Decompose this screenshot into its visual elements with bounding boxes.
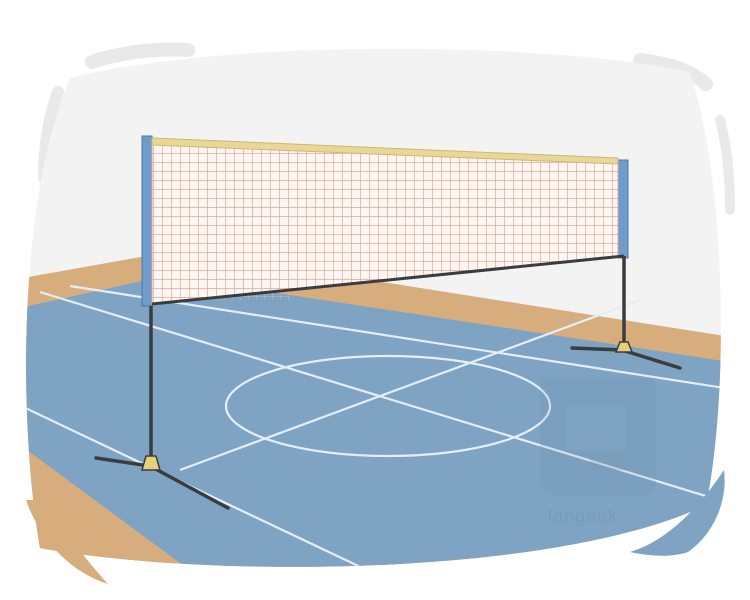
right-net-post <box>617 159 629 259</box>
net-top-tape <box>151 137 619 165</box>
letter-g-logo-watermark <box>540 378 656 496</box>
watermark-brand-text: langeek <box>548 506 618 526</box>
center-circle <box>224 354 552 458</box>
corner-brush-left <box>26 500 108 584</box>
badminton-net-stand <box>94 135 682 510</box>
left-stand-base <box>94 455 230 510</box>
corner-brush-right <box>630 470 725 556</box>
net-bottom-cable <box>151 254 625 306</box>
court-surface <box>26 276 721 567</box>
right-stand-base <box>570 341 682 370</box>
left-net-post <box>141 135 153 307</box>
